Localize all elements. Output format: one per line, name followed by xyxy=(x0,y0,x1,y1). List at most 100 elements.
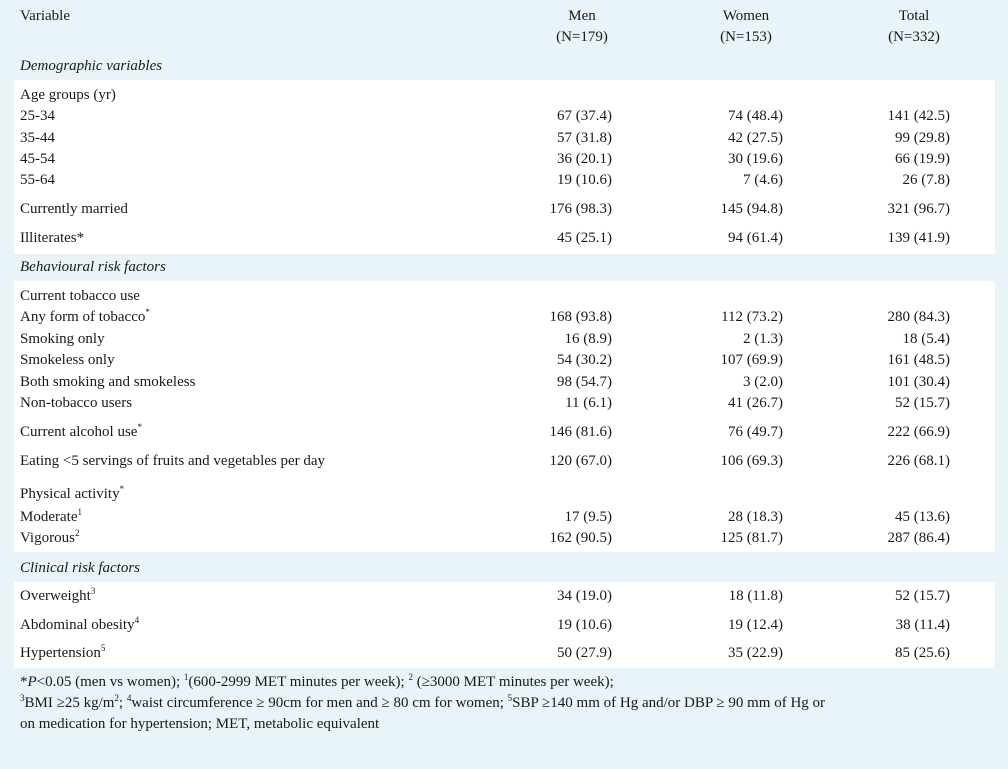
cell-women: 106 (69.3) xyxy=(720,453,784,469)
cell-women: 2 (1.3) xyxy=(743,331,783,347)
table-row: 45-54 36 (20.1) 30 (19.6) 66 (19.9) xyxy=(14,149,995,170)
row-label: Moderate1 xyxy=(20,507,82,526)
table-row: Illiterates* 45 (25.1) 94 (61.4) 139 (41… xyxy=(14,228,995,249)
row-label: Both smoking and smokeless xyxy=(20,374,196,390)
table-row: Abdominal obesity4 19 (10.6) 19 (12.4) 3… xyxy=(14,615,995,636)
cell-total: 52 (15.7) xyxy=(895,395,950,411)
cell-women: 41 (26.7) xyxy=(728,395,783,411)
cell-men: 168 (93.8) xyxy=(549,309,613,325)
header-men: Men (N=179) xyxy=(512,6,652,48)
row-label: Overweight3 xyxy=(20,586,96,605)
row-label: Any form of tobacco* xyxy=(20,307,150,326)
header-men-n: (N=179) xyxy=(556,29,608,45)
cell-women: 107 (69.9) xyxy=(720,352,784,368)
table-row: 25-34 67 (37.4) 74 (48.4) 141 (42.5) xyxy=(14,106,995,127)
cell-women: 18 (11.8) xyxy=(728,588,783,604)
cell-men: 67 (37.4) xyxy=(557,108,612,124)
demographic-block: Age groups (yr) 25-34 67 (37.4) 74 (48.4… xyxy=(14,80,995,254)
cell-women: 112 (73.2) xyxy=(721,309,783,325)
behavioural-block: Current tobacco use Any form of tobacco*… xyxy=(14,281,995,552)
section-clinical-label: Clinical risk factors xyxy=(20,560,140,576)
header-women: Women (N=153) xyxy=(676,6,816,48)
table-row: Currently married 176 (98.3) 145 (94.8) … xyxy=(14,199,995,220)
cell-women: 3 (2.0) xyxy=(743,374,783,390)
table-row: Non-tobacco users 11 (6.1) 41 (26.7) 52 … xyxy=(14,393,995,414)
cell-women: 74 (48.4) xyxy=(728,108,783,124)
row-label: 55-64 xyxy=(20,172,55,188)
cell-women: 35 (22.9) xyxy=(728,645,783,661)
cell-women: 28 (18.3) xyxy=(728,509,783,525)
header-women-n: (N=153) xyxy=(720,29,772,45)
table-row: Overweight3 34 (19.0) 18 (11.8) 52 (15.7… xyxy=(14,586,995,607)
cell-total: 280 (84.3) xyxy=(887,309,951,325)
header-men-label: Men xyxy=(568,8,596,24)
header-total-n: (N=332) xyxy=(888,29,940,45)
table-row: Vigorous2 162 (90.5) 125 (81.7) 287 (86.… xyxy=(14,528,995,549)
header-total-label: Total xyxy=(898,8,930,24)
row-label: 35-44 xyxy=(20,130,55,146)
cell-men: 98 (54.7) xyxy=(557,374,612,390)
cell-women: 94 (61.4) xyxy=(728,230,783,246)
cell-total: 287 (86.4) xyxy=(887,530,951,546)
row-label: Illiterates* xyxy=(20,230,85,246)
row-label: Smoking only xyxy=(20,331,105,347)
cell-women: 19 (12.4) xyxy=(728,617,783,633)
row-label: Current alcohol use* xyxy=(20,422,142,441)
table-row: Current tobacco use xyxy=(14,286,995,307)
cell-men: 54 (30.2) xyxy=(557,352,612,368)
cell-total: 321 (96.7) xyxy=(887,201,951,217)
table-row: Current alcohol use* 146 (81.6) 76 (49.7… xyxy=(14,422,995,443)
table-row: 35-44 57 (31.8) 42 (27.5) 99 (29.8) xyxy=(14,128,995,149)
cell-women: 125 (81.7) xyxy=(720,530,784,546)
cell-men: 17 (9.5) xyxy=(564,509,613,525)
row-label: Age groups (yr) xyxy=(20,87,116,103)
row-label: Non-tobacco users xyxy=(20,395,133,411)
cell-total: 38 (11.4) xyxy=(895,617,950,633)
table-row: Any form of tobacco* 168 (93.8) 112 (73.… xyxy=(14,307,995,328)
cell-total: 226 (68.1) xyxy=(887,453,951,469)
footnote-line-3: on medication for hypertension; MET, met… xyxy=(20,716,380,732)
header-women-label: Women xyxy=(722,8,770,24)
table-row: Physical activity* xyxy=(14,484,995,505)
clinical-block: Overweight3 34 (19.0) 18 (11.8) 52 (15.7… xyxy=(14,582,995,668)
cell-men: 45 (25.1) xyxy=(557,230,612,246)
cell-women: 145 (94.8) xyxy=(720,201,784,217)
cell-men: 19 (10.6) xyxy=(557,617,612,633)
cell-total: 222 (66.9) xyxy=(887,424,951,440)
section-behavioural-label: Behavioural risk factors xyxy=(20,259,166,275)
cell-total: 45 (13.6) xyxy=(895,509,950,525)
table-row: Smokeless only 54 (30.2) 107 (69.9) 161 … xyxy=(14,350,995,371)
table-row: Moderate1 17 (9.5) 28 (18.3) 45 (13.6) xyxy=(14,507,995,528)
cell-total: 18 (5.4) xyxy=(902,331,951,347)
row-label: Vigorous2 xyxy=(20,528,80,547)
cell-total: 139 (41.9) xyxy=(887,230,951,246)
table-row: Smoking only 16 (8.9) 2 (1.3) 18 (5.4) xyxy=(14,329,995,350)
row-label: Smokeless only xyxy=(20,352,115,368)
cell-men: 11 (6.1) xyxy=(565,395,612,411)
footnote-line-1: *P<0.05 (men vs women); 1(600-2999 MET m… xyxy=(20,672,614,691)
cell-total: 66 (19.9) xyxy=(895,151,950,167)
cell-men: 16 (8.9) xyxy=(564,331,613,347)
row-label: Currently married xyxy=(20,201,128,217)
cell-men: 19 (10.6) xyxy=(557,172,612,188)
cell-men: 57 (31.8) xyxy=(557,130,612,146)
table-row: Eating <5 servings of fruits and vegetab… xyxy=(14,451,995,472)
cell-women: 30 (19.6) xyxy=(728,151,783,167)
footnote-line-2: 3BMI ≥25 kg/m2; 4waist circumference ≥ 9… xyxy=(20,693,826,712)
row-label: Hypertension5 xyxy=(20,643,106,662)
cell-total: 99 (29.8) xyxy=(895,130,950,146)
cell-total: 101 (30.4) xyxy=(887,374,951,390)
header-total: Total (N=332) xyxy=(844,6,984,48)
cell-total: 26 (7.8) xyxy=(902,172,951,188)
section-demographic-label: Demographic variables xyxy=(20,58,163,74)
row-label: Current tobacco use xyxy=(20,288,140,304)
row-label: Abdominal obesity4 xyxy=(20,615,140,634)
header-variable: Variable xyxy=(20,8,70,24)
cell-men: 120 (67.0) xyxy=(549,453,613,469)
table-header: Variable Men (N=179) Women (N=153) Total… xyxy=(0,0,1008,50)
row-label: 25-34 xyxy=(20,108,55,124)
section-demographic: Demographic variables xyxy=(0,54,1008,78)
table-row: Hypertension5 50 (27.9) 35 (22.9) 85 (25… xyxy=(14,643,995,664)
cell-total: 85 (25.6) xyxy=(895,645,950,661)
